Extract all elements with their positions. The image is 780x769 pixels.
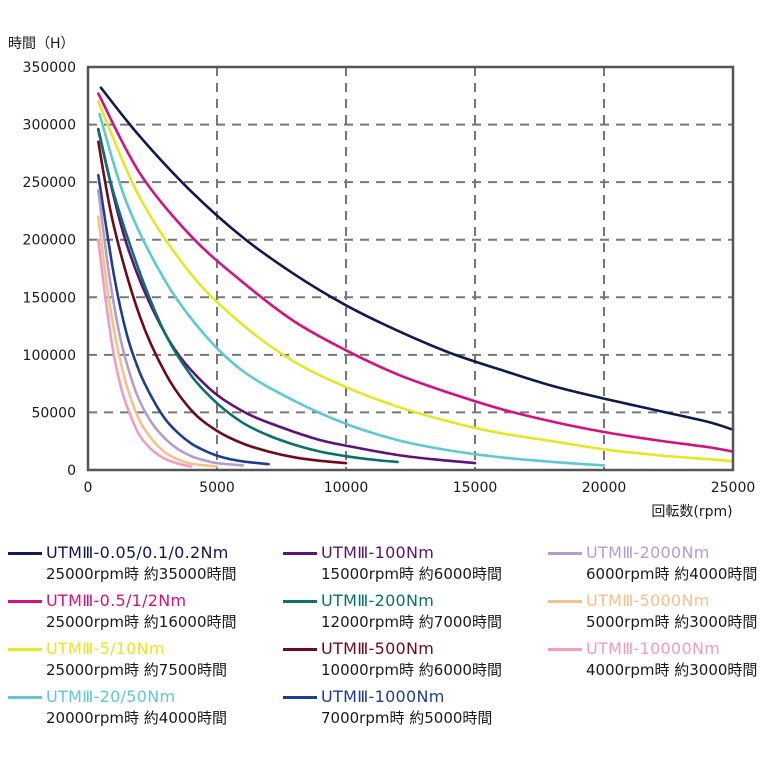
x-tick-label: 20000: [582, 480, 627, 496]
x-tick-label: 15000: [453, 480, 498, 496]
y-tick-label: 350000: [23, 60, 76, 76]
legend-series-note: 6000rpm時 約4000時間: [586, 565, 758, 583]
legend-item: UTMⅢ-500Nm 10000rpm時 約6000時間: [283, 639, 551, 687]
legend-series-note: 5000rpm時 約3000時間: [586, 613, 758, 631]
legend-swatch: [283, 600, 317, 603]
x-tick-label: 10000: [324, 480, 369, 496]
legend-swatch: [548, 648, 582, 651]
legend-series-name: UTMⅢ-500Nm: [321, 639, 435, 658]
legend-series-name: UTMⅢ-20/50Nm: [46, 687, 176, 706]
series-line: [97, 92, 735, 453]
legend-item: UTMⅢ-10000Nm 4000rpm時 約3000時間: [548, 639, 780, 687]
series-line: [97, 173, 270, 466]
y-tick-label: 200000: [23, 233, 76, 249]
series-line: [97, 215, 219, 468]
series-line: [98, 112, 606, 467]
legend-series-note: 20000rpm時 約4000時間: [46, 709, 227, 727]
legend-swatch: [8, 600, 42, 603]
legend-series-note: 10000rpm時 約6000時間: [321, 661, 502, 679]
series-line: [97, 140, 348, 465]
legend-series-name: UTMⅢ-2000Nm: [586, 543, 710, 562]
legend-swatch: [8, 648, 42, 651]
series-line: [97, 129, 399, 464]
grid-lines: [88, 67, 733, 470]
y-tick-label: 300000: [23, 118, 76, 134]
x-tick-label: 5000: [199, 480, 235, 496]
legend-swatch: [548, 600, 582, 603]
y-tick-label: 250000: [23, 175, 76, 191]
legend-item: UTMⅢ-200Nm 12000rpm時 約7000時間: [283, 591, 551, 639]
legend: UTMⅢ-0.05/0.1/0.2Nm 25000rpm時 約35000時間 UTM…: [8, 543, 778, 763]
tick-labels: 0 5000 10000 15000 20000 25000050000100000150…: [23, 60, 756, 496]
series-line: [97, 188, 245, 467]
y-axis-title: 時間（H）: [8, 36, 75, 52]
y-tick-label: 100000: [23, 348, 76, 364]
legend-item: UTMⅢ-0.05/0.1/0.2Nm 25000rpm時 約35000時間: [8, 543, 276, 591]
series-line: [97, 238, 193, 468]
legend-series-name: UTMⅢ-5000Nm: [586, 591, 710, 610]
legend-series-note: 25000rpm時 約7500時間: [46, 661, 227, 679]
legend-swatch: [8, 552, 42, 555]
legend-series-note: 25000rpm時 約35000時間: [46, 565, 237, 583]
legend-item: UTMⅢ-100Nm 15000rpm時 約6000時間: [283, 543, 551, 591]
legend-series-note: 12000rpm時 約7000時間: [321, 613, 502, 631]
legend-swatch: [548, 552, 582, 555]
plot-area-border: [86, 65, 735, 472]
series-line: [99, 86, 735, 431]
legend-series-note: 4000rpm時 約3000時間: [586, 661, 758, 679]
y-tick-label: 0: [67, 463, 76, 479]
y-tick-label: 50000: [31, 405, 76, 421]
legend-series-note: 25000rpm時 約16000時間: [46, 613, 237, 631]
x-axis-title: 回転数(rpm): [651, 504, 732, 520]
legend-item: UTMⅢ-0.5/1/2Nm 25000rpm時 約16000時間: [8, 591, 276, 639]
legend-item: UTMⅢ-1000Nm 7000rpm時 約5000時間: [283, 687, 551, 735]
legend-series-note: 15000rpm時 約6000時間: [321, 565, 502, 583]
legend-item: UTMⅢ-20/50Nm 20000rpm時 約4000時間: [8, 687, 276, 735]
legend-series-name: UTMⅢ-1000Nm: [321, 687, 445, 706]
series-line: [97, 100, 735, 463]
legend-item: UTMⅢ-5000Nm 5000rpm時 約3000時間: [548, 591, 780, 639]
legend-swatch: [283, 648, 317, 651]
y-tick-label: 150000: [23, 290, 76, 306]
legend-series-name: UTMⅢ-200Nm: [321, 591, 435, 610]
legend-swatch: [283, 552, 317, 555]
chart-curves: [97, 86, 735, 468]
legend-series-name: UTMⅢ-10000Nm: [586, 639, 721, 658]
legend-item: UTMⅢ-5/10Nm 25000rpm時 約7500時間: [8, 639, 276, 687]
legend-series-name: UTMⅢ-100Nm: [321, 543, 435, 562]
series-line: [97, 127, 477, 465]
legend-swatch: [8, 696, 42, 699]
legend-series-name: UTMⅢ-5/10Nm: [46, 639, 165, 658]
legend-series-note: 7000rpm時 約5000時間: [321, 709, 493, 727]
legend-series-name: UTMⅢ-0.05/0.1/0.2Nm: [46, 543, 229, 562]
life-chart: 0 5000 10000 15000 20000 25000050000100000150…: [8, 36, 756, 520]
legend-item: UTMⅢ-2000Nm 6000rpm時 約4000時間: [548, 543, 780, 591]
x-tick-label: 25000: [711, 480, 756, 496]
x-tick-label: 0: [84, 480, 93, 496]
legend-swatch: [283, 696, 317, 699]
legend-series-name: UTMⅢ-0.5/1/2Nm: [46, 591, 187, 610]
